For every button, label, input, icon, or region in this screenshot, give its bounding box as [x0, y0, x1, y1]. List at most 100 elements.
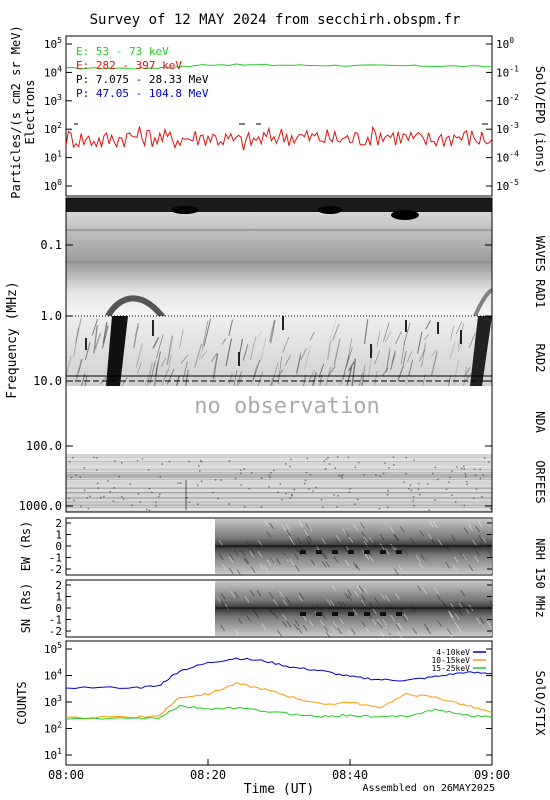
- rad2-burst-streak: [152, 337, 160, 349]
- nrh-streak: [273, 599, 278, 606]
- orfees-speckle: [338, 474, 340, 477]
- nrh-blob: [348, 550, 354, 554]
- orfees-speckle: [323, 460, 325, 462]
- nrh-streak: [319, 619, 325, 627]
- orfees-speckle: [475, 488, 478, 491]
- time-tick-label: 08:20: [190, 768, 226, 782]
- rad2-burst-streak: [449, 340, 456, 359]
- orfees-speckle: [448, 476, 451, 479]
- nrh-streak: [379, 534, 385, 541]
- rad2-burst-streak: [135, 343, 143, 368]
- rad2-burst-streak: [385, 331, 392, 343]
- orfees-speckle: [180, 482, 182, 484]
- epd-series-line-0: [65, 63, 493, 70]
- nrh-streak: [305, 523, 311, 530]
- orfees-speckle: [239, 469, 242, 471]
- nrh-streak: [237, 617, 243, 625]
- rad2-burst-streak: [251, 364, 258, 385]
- nrh-streak: [302, 624, 308, 632]
- nrh-streak: [447, 630, 453, 638]
- orfees-speckle: [434, 499, 436, 501]
- nrh-streak: [220, 624, 225, 632]
- nrh-streak: [486, 621, 492, 628]
- orfees-speckle: [112, 500, 115, 502]
- orfees-speckle: [75, 474, 77, 476]
- orfees-speckle: [68, 460, 71, 463]
- nrh-streak: [479, 617, 485, 624]
- rad2-burst-streak: [198, 344, 205, 360]
- orfees-speckle: [95, 469, 98, 471]
- rad2-mark: [370, 344, 372, 358]
- orfees-speckle: [240, 472, 242, 475]
- nrh-streak: [256, 590, 262, 597]
- rad2-burst-streak: [296, 354, 302, 375]
- epd-left-tick-label: 104: [44, 64, 62, 79]
- nrh-blob: [396, 550, 402, 554]
- rad2-burst-streak: [431, 349, 437, 357]
- epd-legend-entry: P: 7.075 - 28.33 MeV: [76, 73, 209, 86]
- orfees-speckle: [322, 506, 324, 509]
- figure-title: Survey of 12 MAY 2024 from secchirh.obsp…: [90, 12, 461, 28]
- nrh-streak: [419, 530, 424, 537]
- nrh-streak: [429, 521, 434, 528]
- nrh-streak: [299, 592, 304, 600]
- nrh-streak: [285, 597, 291, 604]
- nrh-streak: [321, 613, 327, 620]
- nrh-streak: [477, 520, 483, 528]
- orfees-label: ORFEES: [533, 460, 547, 503]
- time-axis: 08:00 08:20 08:40 09:00: [48, 759, 510, 782]
- stix-tick-label: 101: [44, 747, 62, 762]
- nrh-streak: [380, 593, 386, 600]
- orfees-speckle: [454, 501, 457, 503]
- nrh-streak: [347, 629, 353, 637]
- nrh-streak: [452, 564, 458, 572]
- rad2-burst-streak: [453, 358, 460, 384]
- nrh-streak: [325, 561, 331, 568]
- nrh-streak: [353, 524, 359, 531]
- nrh-streak: [393, 534, 399, 541]
- orfees-speckle: [487, 461, 490, 463]
- nrh-streak: [379, 630, 385, 638]
- orfees-speckle: [426, 483, 429, 485]
- stix-series-line-0: [65, 657, 493, 690]
- nrh-streak: [377, 621, 383, 629]
- nrh-streak: [461, 553, 467, 561]
- rad2-burst-streak: [430, 351, 438, 377]
- orfees-speckle: [136, 459, 139, 462]
- epd-left-axis: 105 104 103 102 101 100: [44, 36, 72, 193]
- rad2-burst-streak: [252, 359, 261, 381]
- rad2-burst-streak: [99, 376, 107, 385]
- rad2-burst-streak: [363, 319, 369, 345]
- rad2-burst-streak: [326, 340, 332, 361]
- nrh-streak: [453, 556, 459, 563]
- nrh-streak: [298, 595, 303, 602]
- rad2-burst-streak: [182, 361, 188, 382]
- orfees-speckle: [463, 465, 465, 468]
- orfees-speckle: [100, 496, 102, 499]
- orfees-speckle: [80, 505, 82, 508]
- nrh-streak: [273, 612, 279, 619]
- orfees-speckle: [96, 482, 99, 485]
- rad2-burst-streak: [166, 368, 175, 385]
- nrh-streak: [294, 546, 300, 553]
- radio-tick-label: 1.0: [40, 309, 62, 323]
- nrh-streak: [298, 520, 304, 528]
- nrh-streak: [354, 590, 359, 598]
- orfees-speckle: [97, 487, 99, 489]
- nrh-streak: [476, 617, 481, 625]
- nrh-streak: [321, 537, 327, 545]
- orfees-speckle: [483, 457, 486, 459]
- nrh-streak: [308, 620, 314, 627]
- orfees-speckle: [379, 475, 381, 477]
- orfees-speckle: [186, 497, 188, 499]
- nrh-streak: [321, 561, 327, 568]
- nrh-streak: [269, 522, 274, 530]
- rad2-burst-streak: [368, 347, 373, 378]
- nrh-streak: [344, 560, 350, 567]
- rad2-mark: [405, 320, 407, 332]
- orfees-speckle: [196, 484, 199, 487]
- rad2-burst-streak: [381, 367, 389, 377]
- orfees-speckle: [445, 488, 448, 491]
- nrh-streak: [474, 549, 480, 556]
- epd-ylabel: Particles/(s cm2 sr MeV): [9, 25, 23, 198]
